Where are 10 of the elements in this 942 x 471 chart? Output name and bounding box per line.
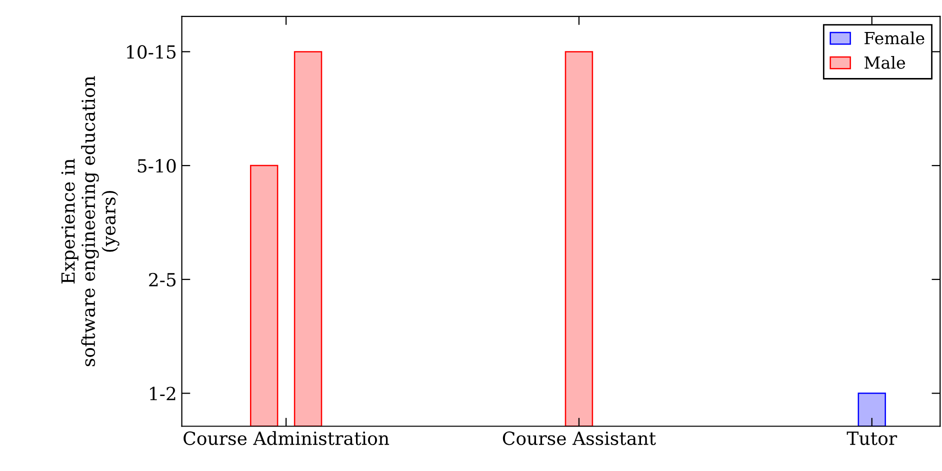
text: 1-2 <box>150 386 176 400</box>
text: 2-5 <box>149 272 176 287</box>
text: 5-10 <box>138 159 176 173</box>
legend-label: Female <box>864 31 924 44</box>
x-tick-label: Tutor <box>846 432 898 446</box>
legend-label: Male <box>864 56 906 69</box>
x-tick-label: Course Administration <box>184 431 390 446</box>
y-axis-title: Experience in software engineering education (years) <box>61 76 120 366</box>
x-tick-label: Course Assistant <box>502 431 656 446</box>
text: 10-15 <box>127 45 176 59</box>
